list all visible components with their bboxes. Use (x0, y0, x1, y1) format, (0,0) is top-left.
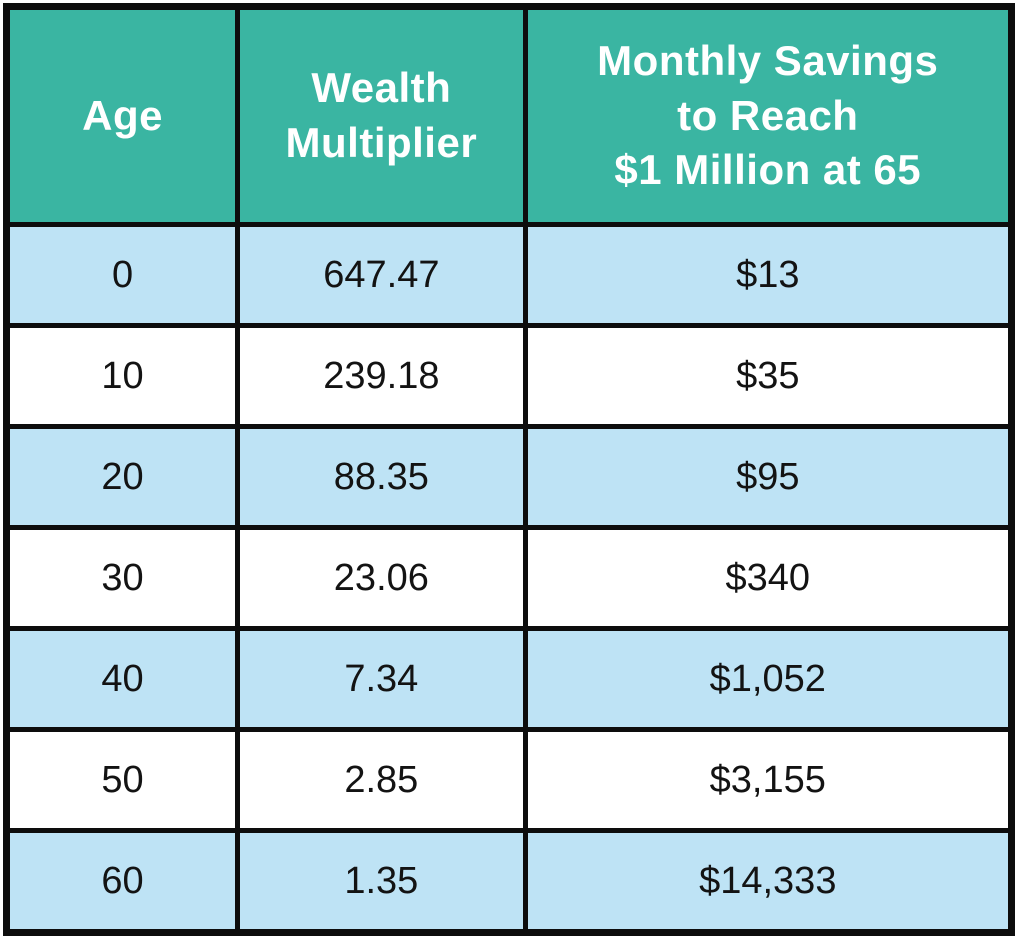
multiplier-cell: 1.35 (235, 828, 528, 935)
multiplier-cell: 239.18 (235, 323, 528, 429)
table-row: 10 239.18 $35 (3, 323, 1015, 429)
age-cell: 30 (3, 525, 241, 631)
age-cell: 40 (3, 626, 241, 732)
age-cell: 0 (3, 222, 241, 328)
savings-cell: $340 (522, 525, 1015, 631)
savings-cell: $3,155 (522, 727, 1015, 833)
column-header-wealth-multiplier: Wealth Multiplier (235, 4, 528, 227)
savings-cell: $14,333 (522, 828, 1015, 935)
multiplier-cell: 2.85 (235, 727, 528, 833)
table-row: 30 23.06 $340 (3, 525, 1015, 631)
wealth-multiplier-table: Age Wealth Multiplier Monthly Savings to… (3, 3, 1015, 936)
table-row: 60 1.35 $14,333 (3, 828, 1015, 935)
savings-cell: $13 (522, 222, 1015, 328)
multiplier-cell: 7.34 (235, 626, 528, 732)
age-cell: 10 (3, 323, 241, 429)
table-row: 50 2.85 $3,155 (3, 727, 1015, 833)
table-row: 0 647.47 $13 (3, 222, 1015, 328)
savings-cell: $1,052 (522, 626, 1015, 732)
age-cell: 20 (3, 424, 241, 530)
savings-cell: $95 (522, 424, 1015, 530)
multiplier-cell: 23.06 (235, 525, 528, 631)
table-row: 20 88.35 $95 (3, 424, 1015, 530)
table-row: 40 7.34 $1,052 (3, 626, 1015, 732)
header-row: Age Wealth Multiplier Monthly Savings to… (3, 4, 1015, 227)
multiplier-cell: 647.47 (235, 222, 528, 328)
column-header-monthly-savings: Monthly Savings to Reach $1 Million at 6… (522, 4, 1015, 227)
column-header-age: Age (3, 4, 241, 227)
savings-cell: $35 (522, 323, 1015, 429)
age-cell: 60 (3, 828, 241, 935)
age-cell: 50 (3, 727, 241, 833)
multiplier-cell: 88.35 (235, 424, 528, 530)
